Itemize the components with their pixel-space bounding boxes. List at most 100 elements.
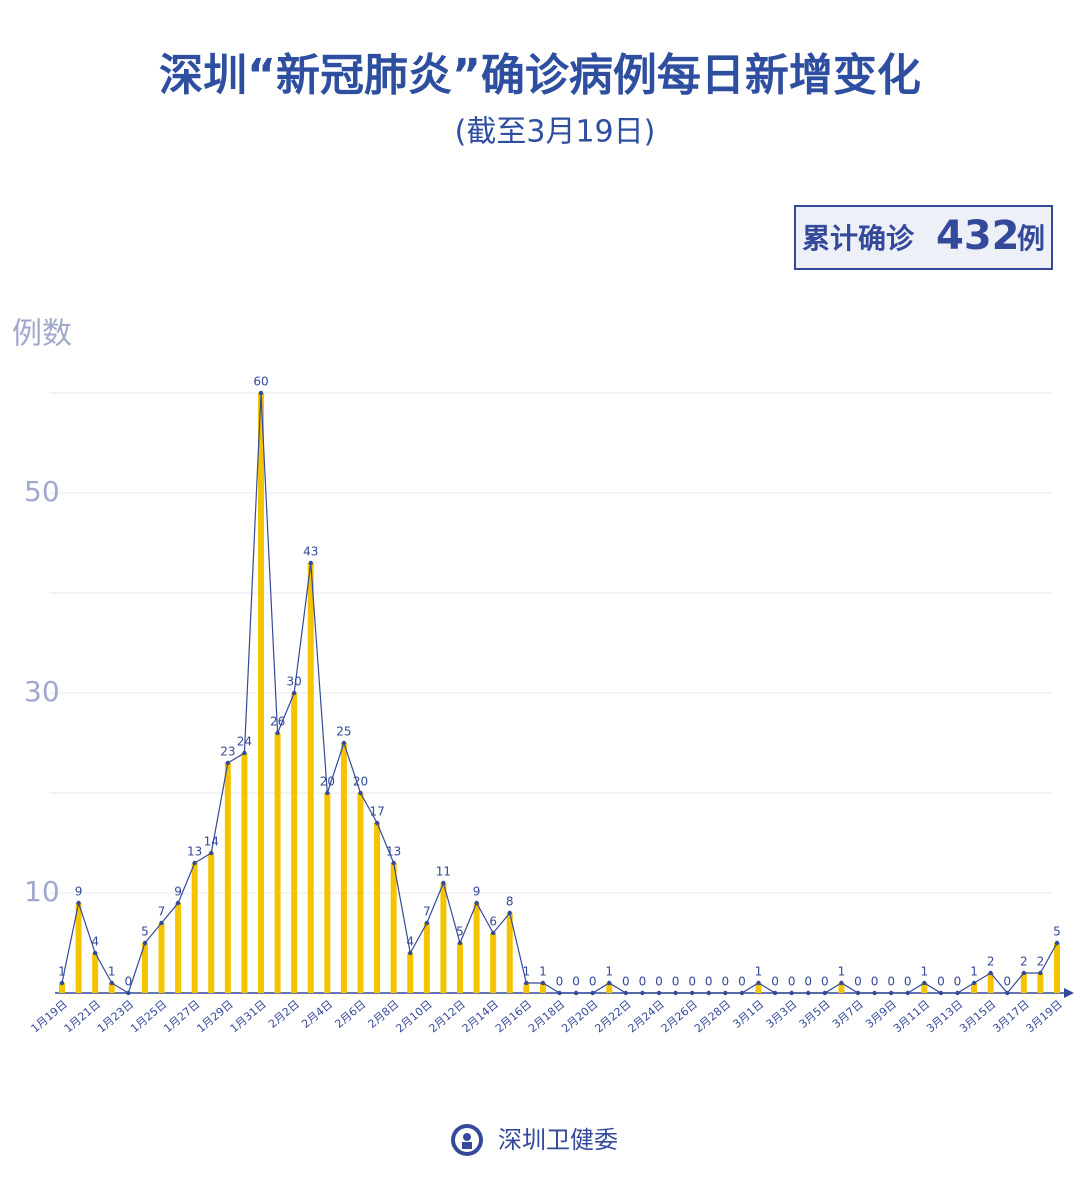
x-tick-label: 1月25日 [128, 998, 169, 1036]
x-tick-label: 2月2日 [266, 998, 302, 1031]
value-label: 0 [1003, 975, 1011, 989]
value-label: 0 [904, 975, 912, 989]
value-label: 14 [204, 835, 219, 849]
value-label: 1 [921, 965, 929, 979]
x-tick-label: 1月23日 [95, 998, 136, 1036]
value-label: 24 [237, 735, 252, 749]
point [772, 990, 778, 996]
value-label: 1 [58, 965, 66, 979]
bar [1020, 973, 1027, 993]
bar [241, 753, 248, 993]
value-label: 0 [589, 975, 597, 989]
bar [539, 983, 546, 993]
point [291, 690, 297, 696]
bar [921, 983, 928, 993]
value-label: 0 [722, 975, 730, 989]
x-tick-label: 3月19日 [1024, 998, 1065, 1036]
point [590, 990, 595, 996]
bar [59, 983, 65, 993]
bar [407, 953, 414, 993]
point [159, 920, 164, 926]
value-label: 13 [386, 845, 401, 859]
value-label: 30 [287, 675, 302, 689]
x-tick-label: 2月22日 [592, 998, 633, 1036]
point [1021, 970, 1027, 976]
value-label: 20 [353, 775, 368, 789]
bar [357, 793, 364, 993]
value-label: 17 [369, 805, 384, 819]
bar [158, 923, 165, 993]
total-value: 432 [936, 213, 1020, 259]
bar [141, 943, 148, 993]
value-label: 4 [91, 935, 99, 949]
point [888, 990, 894, 996]
point [905, 990, 910, 996]
chart-subtitle: (截至3月19日) [455, 115, 656, 150]
y-tick-label: 10 [24, 875, 60, 908]
bar [490, 933, 497, 993]
x-tick-label: 2月28日 [692, 998, 733, 1036]
value-label: 1 [755, 965, 763, 979]
x-tick-label: 2月20日 [559, 998, 600, 1036]
point [126, 990, 131, 996]
value-label: 9 [174, 885, 182, 899]
total-box [794, 205, 1053, 270]
y-tick-label: 50 [24, 475, 60, 508]
point [358, 790, 363, 796]
bar [291, 693, 298, 993]
bar [108, 983, 115, 993]
value-label: 0 [738, 975, 746, 989]
bar [606, 983, 613, 993]
x-tick-label: 3月15日 [957, 998, 998, 1036]
bar [340, 743, 347, 993]
value-label: 0 [804, 975, 812, 989]
point [1054, 940, 1060, 946]
value-label: 0 [572, 975, 580, 989]
value-label: 2 [1037, 955, 1045, 969]
point [706, 990, 711, 996]
point [557, 990, 562, 996]
point [573, 990, 579, 996]
point [822, 990, 828, 996]
value-label: 26 [270, 715, 285, 729]
point [59, 980, 65, 986]
value-label: 0 [125, 975, 133, 989]
bar [307, 563, 314, 993]
x-axis-arrow [1064, 988, 1074, 998]
bar [390, 863, 397, 993]
value-label: 0 [937, 975, 945, 989]
point [739, 990, 745, 996]
total-suffix: 例 [1017, 222, 1045, 255]
value-label: 43 [303, 545, 318, 559]
point [938, 990, 944, 996]
point [209, 850, 214, 856]
bar [324, 793, 331, 993]
point [789, 990, 794, 996]
bar [423, 923, 430, 993]
value-label: 2 [987, 955, 995, 969]
value-label: 25 [336, 725, 351, 739]
point [524, 980, 529, 986]
value-label: 1 [108, 965, 116, 979]
point [109, 980, 114, 986]
point [922, 980, 927, 986]
x-tick-label: 3月7日 [830, 998, 866, 1031]
value-label: 20 [320, 775, 335, 789]
footer-text: 深圳卫健委 [498, 1126, 618, 1154]
y-tick-label: 30 [24, 675, 60, 708]
bar [92, 953, 99, 993]
value-label: 7 [158, 905, 166, 919]
bar [440, 883, 447, 993]
point [308, 560, 313, 566]
y-axis-label: 例数 [12, 317, 72, 352]
value-label: 5 [456, 925, 464, 939]
point [872, 990, 877, 996]
value-label: 0 [854, 975, 862, 989]
x-tick-label: 3月11日 [891, 998, 932, 1036]
bar [457, 943, 463, 993]
value-label: 60 [253, 375, 268, 389]
x-tick-label: 2月4日 [299, 998, 335, 1031]
value-label: 11 [436, 865, 451, 879]
point [656, 990, 662, 996]
